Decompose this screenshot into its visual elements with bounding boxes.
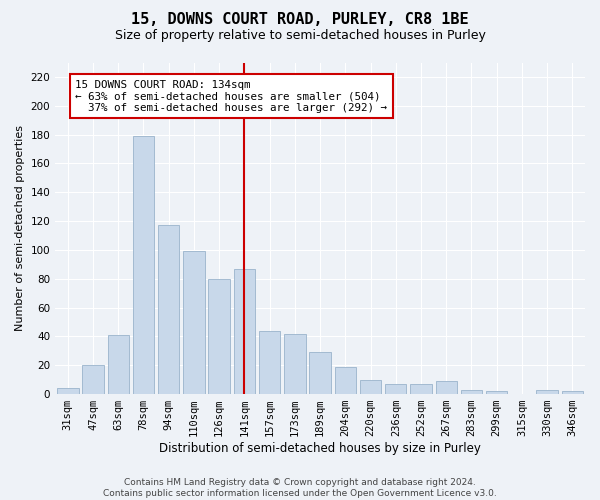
Bar — [284, 334, 305, 394]
Y-axis label: Number of semi-detached properties: Number of semi-detached properties — [15, 126, 25, 332]
Text: 15, DOWNS COURT ROAD, PURLEY, CR8 1BE: 15, DOWNS COURT ROAD, PURLEY, CR8 1BE — [131, 12, 469, 28]
Bar — [259, 330, 280, 394]
Bar — [385, 384, 406, 394]
Bar — [536, 390, 558, 394]
Bar — [82, 365, 104, 394]
Bar — [107, 335, 129, 394]
Bar — [183, 252, 205, 394]
Bar — [233, 268, 255, 394]
Bar — [562, 391, 583, 394]
Bar — [410, 384, 432, 394]
Text: Size of property relative to semi-detached houses in Purley: Size of property relative to semi-detach… — [115, 29, 485, 42]
Bar — [133, 136, 154, 394]
Bar — [360, 380, 381, 394]
Bar — [461, 390, 482, 394]
Text: 15 DOWNS COURT ROAD: 134sqm
← 63% of semi-detached houses are smaller (504)
  37: 15 DOWNS COURT ROAD: 134sqm ← 63% of sem… — [76, 80, 388, 113]
Bar — [335, 366, 356, 394]
X-axis label: Distribution of semi-detached houses by size in Purley: Distribution of semi-detached houses by … — [159, 442, 481, 455]
Bar — [310, 352, 331, 394]
Bar — [208, 279, 230, 394]
Bar — [436, 381, 457, 394]
Bar — [486, 391, 508, 394]
Bar — [57, 388, 79, 394]
Bar — [158, 226, 179, 394]
Text: Contains HM Land Registry data © Crown copyright and database right 2024.
Contai: Contains HM Land Registry data © Crown c… — [103, 478, 497, 498]
